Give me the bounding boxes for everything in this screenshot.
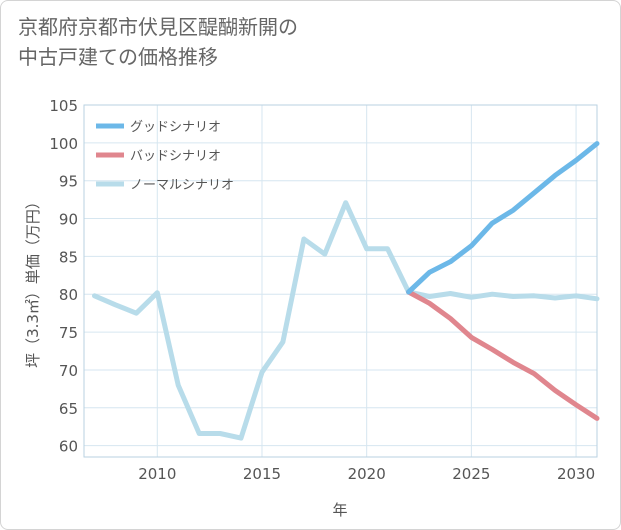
y-tick-label: 100	[49, 135, 78, 153]
x-tick-label: 2010	[138, 465, 176, 483]
y-tick-label: 85	[59, 248, 78, 266]
grid	[84, 104, 597, 457]
series-line-1	[406, 289, 600, 421]
x-tick-label: 2020	[348, 465, 386, 483]
legend-label: バッドシナリオ	[130, 149, 221, 164]
y-tick-label: 75	[59, 324, 78, 342]
legend-label: ノーマルシナリオ	[130, 178, 234, 193]
chart-title: 京都府京都市伏見区醍醐新開の 中古戸建ての価格推移	[18, 15, 298, 69]
y-tick-label: 65	[59, 400, 78, 418]
x-tick-labels: 2010 2015 2020 2025 2030	[138, 465, 595, 483]
y-tick-label: 90	[59, 211, 78, 229]
series-line-2	[92, 200, 600, 441]
legend-label: グッドシナリオ	[130, 120, 221, 135]
y-tick-labels: 60 65 70 75 80 85 90 95 100 105	[49, 97, 78, 456]
x-tick-label: 2025	[452, 465, 490, 483]
x-tick-label: 2015	[243, 465, 281, 483]
plot-border	[83, 104, 598, 458]
x-axis-label: 年	[332, 501, 347, 519]
x-tick-label: 2030	[557, 465, 595, 483]
series-line-0	[406, 141, 600, 295]
y-axis-label: 坪（3.3㎡）単価（万円）	[24, 194, 42, 368]
y-tick-label: 80	[59, 286, 78, 304]
y-tick-label: 70	[59, 362, 78, 380]
y-tick-label: 95	[59, 173, 78, 191]
y-tick-label: 105	[49, 97, 78, 115]
y-tick-label: 60	[59, 438, 78, 456]
series-lines	[92, 141, 600, 441]
